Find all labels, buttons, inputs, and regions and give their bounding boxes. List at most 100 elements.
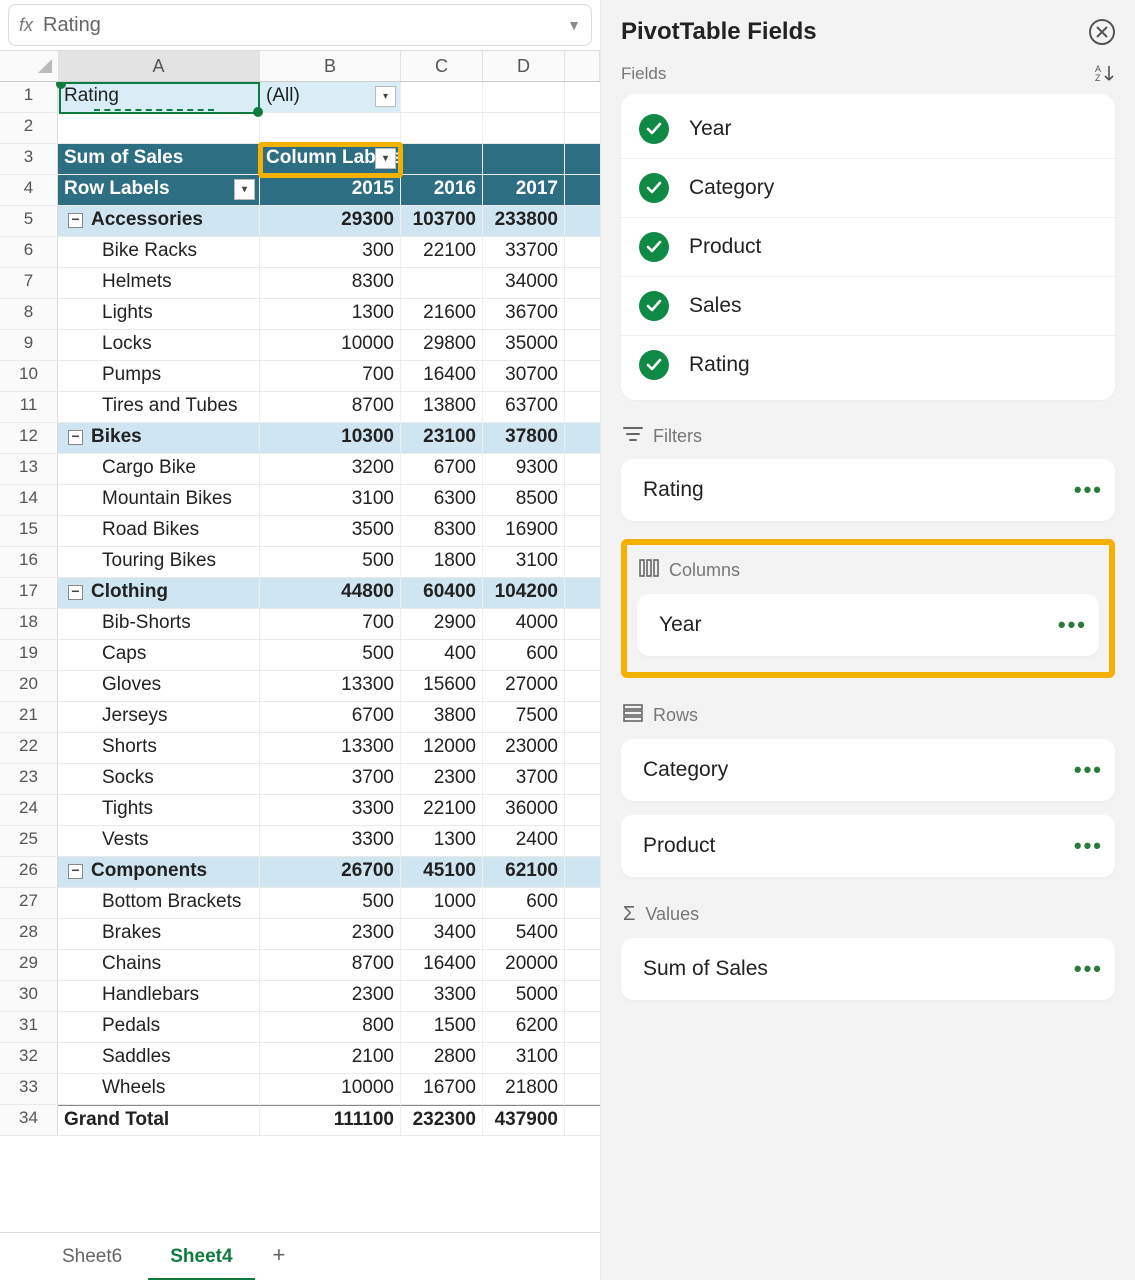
cell[interactable]: 16400 (401, 361, 483, 391)
grid-row[interactable]: 7Helmets830034000 (0, 268, 600, 299)
cell[interactable]: 10300 (260, 423, 401, 453)
dropdown-icon[interactable]: ▾ (375, 148, 396, 169)
cell[interactable]: 1300 (260, 299, 401, 329)
row-number[interactable]: 1 (0, 82, 58, 112)
row-number[interactable]: 10 (0, 361, 58, 391)
row-number[interactable]: 22 (0, 733, 58, 763)
grid-row[interactable]: 32Saddles210028003100 (0, 1043, 600, 1074)
cell[interactable]: 1800 (401, 547, 483, 577)
cell[interactable]: 29800 (401, 330, 483, 360)
cell[interactable]: 5000 (483, 981, 565, 1011)
cell[interactable] (401, 144, 483, 174)
select-all-corner[interactable] (0, 51, 58, 81)
cell[interactable]: 2100 (260, 1043, 401, 1073)
row-number[interactable]: 33 (0, 1074, 58, 1104)
cell[interactable]: 10000 (260, 1074, 401, 1104)
cell[interactable] (565, 950, 600, 980)
cell[interactable]: Bib-Shorts (58, 609, 260, 639)
row-number[interactable]: 29 (0, 950, 58, 980)
grid-row[interactable]: 9Locks100002980035000 (0, 330, 600, 361)
cell[interactable] (565, 764, 600, 794)
cell[interactable]: 7500 (483, 702, 565, 732)
grid-row[interactable]: 31Pedals80015006200 (0, 1012, 600, 1043)
more-icon[interactable]: ••• (1058, 612, 1087, 638)
cell[interactable]: 35000 (483, 330, 565, 360)
field-item[interactable]: Product (621, 217, 1115, 276)
cell[interactable]: 2300 (260, 981, 401, 1011)
cell[interactable]: 21800 (483, 1074, 565, 1104)
cell[interactable] (565, 485, 600, 515)
cell[interactable] (565, 640, 600, 670)
cell[interactable]: 8700 (260, 950, 401, 980)
cell[interactable]: −Bikes (58, 423, 260, 453)
cell[interactable]: Lights (58, 299, 260, 329)
col-header-b[interactable]: B (260, 51, 401, 81)
grid-row[interactable]: 30Handlebars230033005000 (0, 981, 600, 1012)
col-header-c[interactable]: C (401, 51, 483, 81)
cell[interactable]: Cargo Bike (58, 454, 260, 484)
cell[interactable] (565, 888, 600, 918)
cell[interactable]: Chains (58, 950, 260, 980)
cell[interactable]: 13300 (260, 671, 401, 701)
cell[interactable] (565, 609, 600, 639)
grid-row[interactable]: 23Socks370023003700 (0, 764, 600, 795)
row-number[interactable]: 23 (0, 764, 58, 794)
cell[interactable]: Locks (58, 330, 260, 360)
cell[interactable]: 700 (260, 609, 401, 639)
cell[interactable]: −Accessories (58, 206, 260, 236)
row-number[interactable]: 30 (0, 981, 58, 1011)
cell[interactable] (565, 144, 600, 174)
cell[interactable]: −Clothing (58, 578, 260, 608)
cell[interactable]: Sum of Sales (58, 144, 260, 174)
row-number[interactable]: 3 (0, 144, 58, 174)
cell[interactable]: 700 (260, 361, 401, 391)
grid-row[interactable]: 27Bottom Brackets5001000600 (0, 888, 600, 919)
cell[interactable]: 62100 (483, 857, 565, 887)
row-number[interactable]: 15 (0, 516, 58, 546)
cell[interactable]: 111100 (260, 1105, 401, 1135)
chevron-down-icon[interactable]: ▼ (567, 17, 581, 33)
dropdown-icon[interactable]: ▾ (234, 179, 255, 200)
cell[interactable]: 36000 (483, 795, 565, 825)
cell[interactable]: Wheels (58, 1074, 260, 1104)
cell[interactable]: 3400 (401, 919, 483, 949)
close-icon[interactable] (1089, 19, 1115, 45)
grid-row[interactable]: 22Shorts133001200023000 (0, 733, 600, 764)
row-number[interactable]: 14 (0, 485, 58, 515)
cell[interactable]: 45100 (401, 857, 483, 887)
more-icon[interactable]: ••• (1074, 757, 1103, 783)
field-item[interactable]: Rating (621, 335, 1115, 394)
grid-row[interactable]: 5−Accessories29300103700233800 (0, 206, 600, 237)
cell[interactable] (401, 82, 483, 112)
cell[interactable]: 3700 (483, 764, 565, 794)
cell[interactable]: Touring Bikes (58, 547, 260, 577)
cell[interactable]: Pedals (58, 1012, 260, 1042)
cell[interactable] (483, 113, 565, 143)
cell[interactable] (565, 578, 600, 608)
cell[interactable]: Pumps (58, 361, 260, 391)
grid[interactable]: 1Rating(All)▾23Sum of SalesColumn Labels… (0, 82, 600, 1232)
cell[interactable]: Grand Total (58, 1105, 260, 1135)
row-number[interactable]: 27 (0, 888, 58, 918)
grid-row[interactable]: 34Grand Total111100232300437900 (0, 1105, 600, 1136)
cell[interactable]: Helmets (58, 268, 260, 298)
cell[interactable]: 16400 (401, 950, 483, 980)
row-number[interactable]: 34 (0, 1105, 58, 1135)
cell[interactable]: 6200 (483, 1012, 565, 1042)
cell[interactable] (58, 113, 260, 143)
row-number[interactable]: 24 (0, 795, 58, 825)
cell[interactable]: Tights (58, 795, 260, 825)
cell[interactable]: −Components (58, 857, 260, 887)
cell[interactable] (483, 82, 565, 112)
grid-row[interactable]: 2 (0, 113, 600, 144)
cell[interactable]: 13800 (401, 392, 483, 422)
cell[interactable] (565, 268, 600, 298)
row-number[interactable]: 11 (0, 392, 58, 422)
row-number[interactable]: 6 (0, 237, 58, 267)
collapse-icon[interactable]: − (68, 213, 83, 228)
row-number[interactable]: 12 (0, 423, 58, 453)
cell[interactable] (565, 857, 600, 887)
cell[interactable]: 3100 (483, 1043, 565, 1073)
cell[interactable]: 8500 (483, 485, 565, 515)
cell[interactable]: 2300 (260, 919, 401, 949)
